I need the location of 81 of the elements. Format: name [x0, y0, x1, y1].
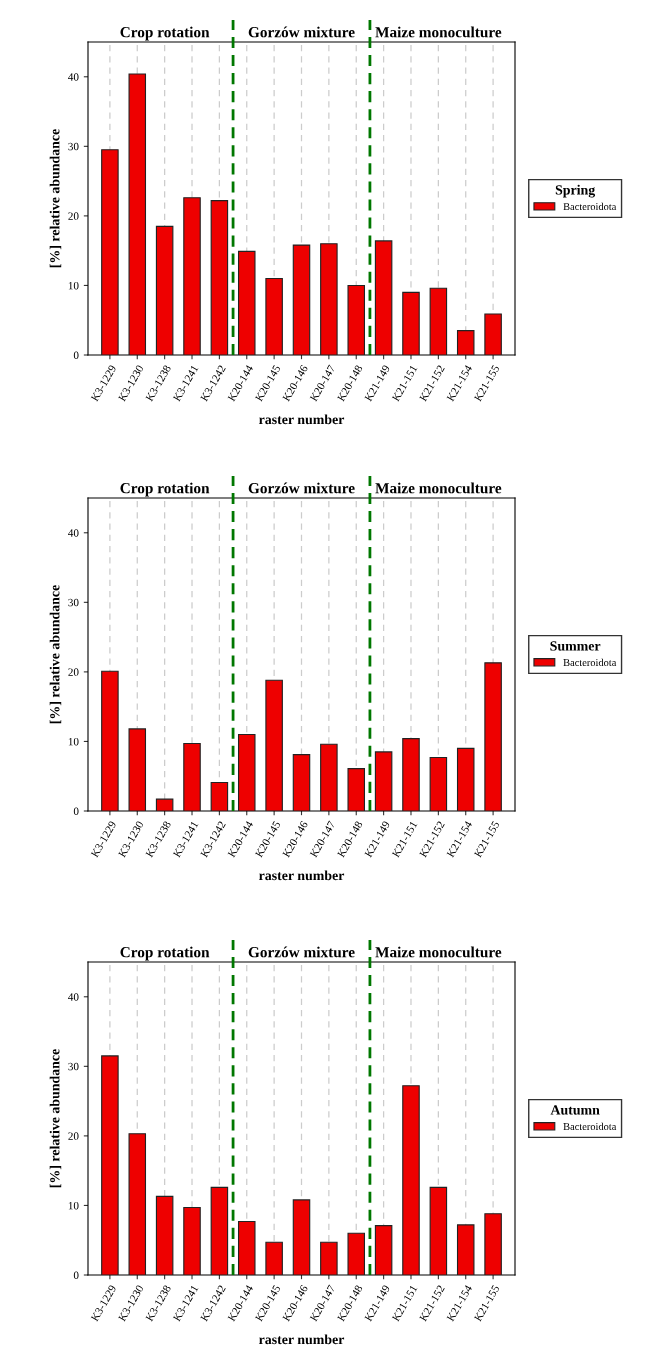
bar — [265, 1241, 283, 1275]
bar — [128, 728, 147, 811]
bar — [237, 250, 256, 355]
bar — [101, 149, 119, 355]
x-axis-title: raster number — [258, 1334, 345, 1345]
bar — [456, 330, 475, 355]
bar — [374, 751, 393, 811]
y-axis-title: [%] relative abundance — [49, 1049, 62, 1188]
bar — [210, 1186, 229, 1275]
bar — [128, 73, 147, 355]
x-axis-title: raster number — [258, 414, 345, 425]
bar — [374, 240, 393, 355]
bar — [320, 743, 338, 811]
bar — [456, 747, 475, 811]
bar — [101, 670, 119, 811]
bar — [155, 1195, 174, 1275]
legend-title: Autumn — [550, 1105, 600, 1115]
y-tick-label: 20 — [68, 1132, 79, 1140]
bar — [101, 1055, 119, 1275]
bar — [183, 1206, 201, 1275]
text: Gorzów mixture — [248, 482, 355, 494]
bar — [429, 287, 448, 355]
legend-title: Spring — [555, 184, 596, 198]
legend-label: Bacteroidota — [563, 658, 617, 667]
y-tick-label: 10 — [68, 1201, 79, 1210]
bar — [292, 754, 311, 811]
text: Gorzów mixture — [248, 946, 355, 958]
bar — [456, 1224, 475, 1275]
text: Crop rotation — [120, 946, 210, 961]
bar — [292, 244, 311, 355]
bar — [347, 284, 366, 355]
y-tick-label: 0 — [73, 1271, 79, 1279]
bar — [155, 798, 174, 811]
y-tick-label: 40 — [68, 73, 79, 81]
bar — [347, 1232, 366, 1275]
text: Maize monoculture — [375, 946, 502, 958]
legend-label: Bacteroidota — [563, 1122, 617, 1131]
y-tick-label: 30 — [68, 598, 79, 607]
bar — [210, 200, 229, 355]
y-tick-label: 40 — [68, 529, 79, 537]
bar — [237, 1220, 256, 1275]
legend-label: Bacteroidota — [563, 202, 617, 211]
y-tick-label: 10 — [68, 281, 79, 290]
legend-title: Summer — [550, 641, 601, 651]
bar — [128, 1133, 147, 1275]
text: Maize monoculture — [375, 26, 502, 38]
text: Gorzów mixture — [248, 26, 355, 38]
text: Crop rotation — [120, 482, 210, 497]
bar — [155, 225, 174, 355]
bar — [429, 756, 448, 811]
bar — [237, 733, 256, 811]
bar — [402, 1085, 420, 1275]
bar — [210, 781, 229, 811]
bar — [374, 1225, 393, 1275]
bar — [484, 662, 502, 811]
y-tick-label: 30 — [68, 1062, 79, 1071]
bar — [320, 243, 338, 355]
text: Maize monoculture — [375, 482, 502, 494]
bar — [402, 738, 420, 811]
bar — [265, 277, 283, 355]
y-tick-label: 10 — [68, 737, 79, 746]
y-tick-label: 30 — [68, 142, 79, 151]
bar — [183, 197, 201, 355]
bar — [402, 291, 420, 355]
y-tick-label: 20 — [68, 212, 79, 220]
x-axis-title: raster number — [258, 870, 345, 881]
bar — [265, 679, 283, 811]
y-tick-label: 40 — [68, 993, 79, 1001]
text: Crop rotation — [120, 26, 210, 41]
bar — [429, 1186, 448, 1275]
bar — [183, 742, 201, 811]
y-tick-label: 0 — [73, 351, 79, 359]
y-tick-label: 0 — [73, 807, 79, 815]
y-axis-title: [%] relative abundance — [49, 129, 62, 268]
bar — [484, 313, 502, 355]
bar — [484, 1213, 502, 1275]
bar — [347, 768, 366, 811]
y-axis-title: [%] relative abundance — [49, 585, 62, 724]
bar — [320, 1241, 338, 1275]
bar — [292, 1199, 311, 1275]
y-tick-label: 20 — [68, 668, 79, 676]
